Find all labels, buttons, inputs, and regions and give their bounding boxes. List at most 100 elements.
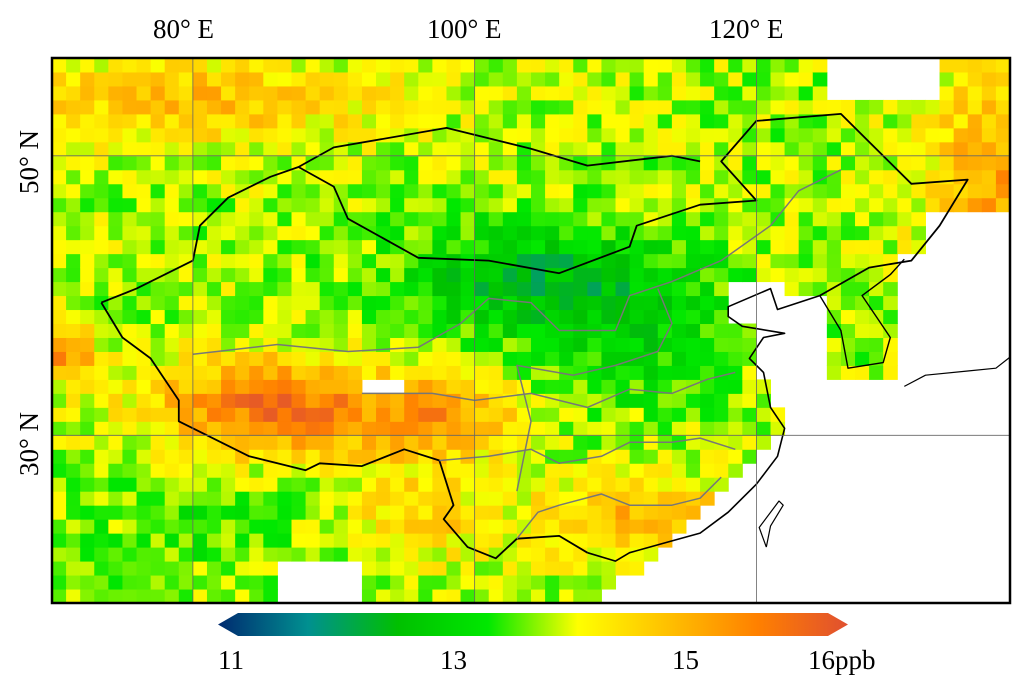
grid-cell [418,421,433,436]
grid-cell [333,253,349,269]
grid-cell [178,407,194,422]
grid-cell [531,99,546,115]
grid-cell [319,253,335,269]
grid-cell [150,211,166,227]
grid-cell [80,575,95,590]
grid-cell [206,127,222,143]
grid-cell [305,155,321,171]
grid-cell [488,323,504,338]
grid-cell [178,379,194,394]
grid-cell [883,281,898,297]
grid-cell [671,127,687,143]
grid-cell [601,183,617,199]
grid-cell [66,323,81,338]
grid-cell [263,351,278,366]
grid-cell [206,393,222,408]
grid-cell [671,141,687,157]
grid-cell [319,491,335,506]
grid-cell [488,239,504,255]
grid-cell [939,141,955,157]
grid-cell [756,197,771,213]
grid-cell [559,239,574,255]
grid-cell [192,519,208,534]
grid-cell [206,295,222,311]
grid-cell [700,99,715,115]
grid-cell [376,589,391,604]
grid-cell [784,85,800,101]
grid-cell [361,477,377,492]
grid-cell [418,323,433,338]
grid-cell [432,547,447,562]
grid-cell [263,365,278,380]
grid-cell [94,491,109,506]
grid-cell [221,463,236,478]
grid-cell [460,253,476,269]
grid-cell [263,547,278,562]
grid-cell [136,505,152,520]
grid-cell [235,113,250,129]
grid-cell [671,379,687,394]
grid-cell [206,337,222,352]
grid-cell [516,267,532,283]
grid-cell [249,533,264,548]
grid-cell [573,58,588,73]
grid-cell [108,505,123,520]
grid-cell [742,421,757,436]
grid-cell [840,323,856,338]
grid-cell [164,71,180,87]
grid-cell [305,183,321,199]
grid-cell [94,449,109,464]
grid-cell [178,519,194,534]
grid-cell [235,71,250,87]
grid-cell [178,421,194,436]
grid-cell [192,58,208,73]
grid-cell [587,407,602,422]
grid-cell [164,435,180,450]
grid-cell [573,533,588,548]
grid-cell [361,575,377,590]
grid-cell [263,309,278,325]
grid-cell [573,183,588,199]
grid-cell [629,183,645,199]
grid-cell [94,379,109,394]
grid-cell [305,295,321,311]
grid-cell [80,58,95,73]
grid-cell [446,351,462,366]
grid-cell [545,365,560,380]
grid-cell [136,295,152,311]
grid-cell [432,435,447,450]
grid-cell [728,155,743,171]
grid-cell [601,309,617,325]
grid-cell [418,155,433,171]
grid-cell [671,225,687,241]
grid-cell [516,309,532,325]
grid-cell [52,71,67,87]
grid-cell [460,183,476,199]
grid-cell [418,379,433,394]
grid-cell [629,253,645,269]
grid-cell [206,99,222,115]
grid-cell [333,85,349,101]
grid-cell [235,58,250,73]
grid-cell [995,127,1011,143]
grid-cell [108,183,123,199]
grid-cell [404,155,419,171]
grid-cell [756,71,771,87]
grid-cell [545,267,560,283]
grid-cell [418,547,433,562]
grid-cell [305,323,321,338]
grid-cell [587,393,602,408]
grid-cell [94,253,109,269]
grid-cell [150,379,166,394]
grid-cell [291,58,307,73]
grid-cell [122,365,138,380]
grid-cell [812,197,828,213]
grid-cell [615,197,631,213]
grid-cell [66,295,81,311]
grid-cell [221,253,236,269]
grid-cell [52,225,67,241]
grid-cell [333,155,349,171]
grid-cell [136,309,152,325]
grid-cell [925,127,941,143]
grid-cell [516,85,532,101]
